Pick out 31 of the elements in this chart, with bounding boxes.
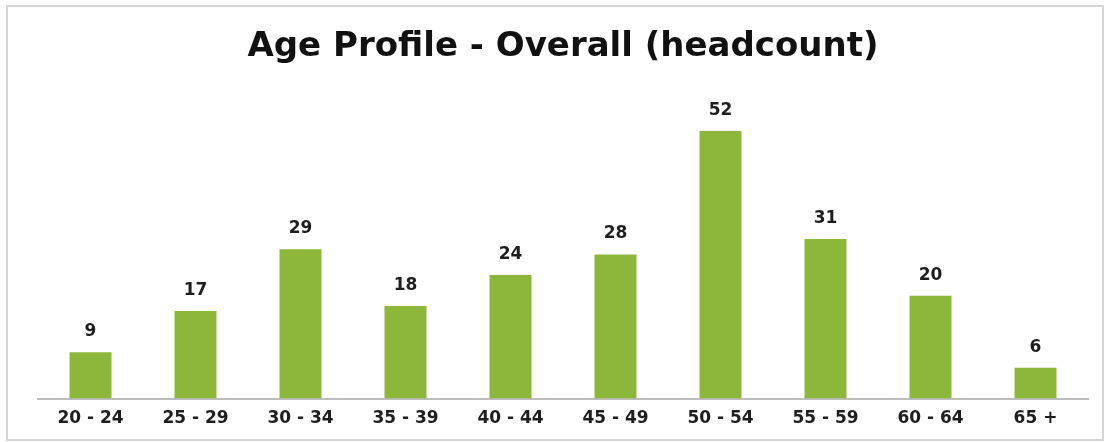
bar <box>909 295 952 399</box>
bar <box>699 130 742 399</box>
bar <box>174 311 217 399</box>
data-label: 20 <box>918 263 943 284</box>
data-label: 9 <box>84 320 97 341</box>
data-label: 28 <box>603 222 628 243</box>
x-tick-label: 45 - 49 <box>582 407 649 428</box>
x-tick-label: 20 - 24 <box>57 407 124 428</box>
chart-title: Age Profile - Overall (headcount) <box>247 24 879 65</box>
data-label: 6 <box>1029 335 1042 356</box>
bar <box>69 352 112 399</box>
x-tick-label: 50 - 54 <box>687 407 754 428</box>
bar <box>384 305 427 399</box>
data-label: 17 <box>183 279 208 300</box>
x-tick-label: 25 - 29 <box>162 407 229 428</box>
x-tick-label: 30 - 34 <box>267 407 334 428</box>
data-label: 29 <box>288 217 313 238</box>
x-tick-label: 65 + <box>1013 407 1058 428</box>
bar <box>594 254 637 399</box>
bar <box>804 239 847 399</box>
x-tick-label: 40 - 44 <box>477 407 544 428</box>
x-tick-label: 55 - 59 <box>792 407 859 428</box>
bar <box>279 249 322 399</box>
data-label: 31 <box>813 206 838 227</box>
bar <box>1014 367 1057 399</box>
x-tick-label: 35 - 39 <box>372 407 439 428</box>
data-label: 52 <box>708 98 733 119</box>
data-label: 24 <box>498 243 523 263</box>
bar <box>489 275 532 399</box>
x-tick-label: 60 - 64 <box>897 407 964 428</box>
data-label: 18 <box>393 273 418 294</box>
